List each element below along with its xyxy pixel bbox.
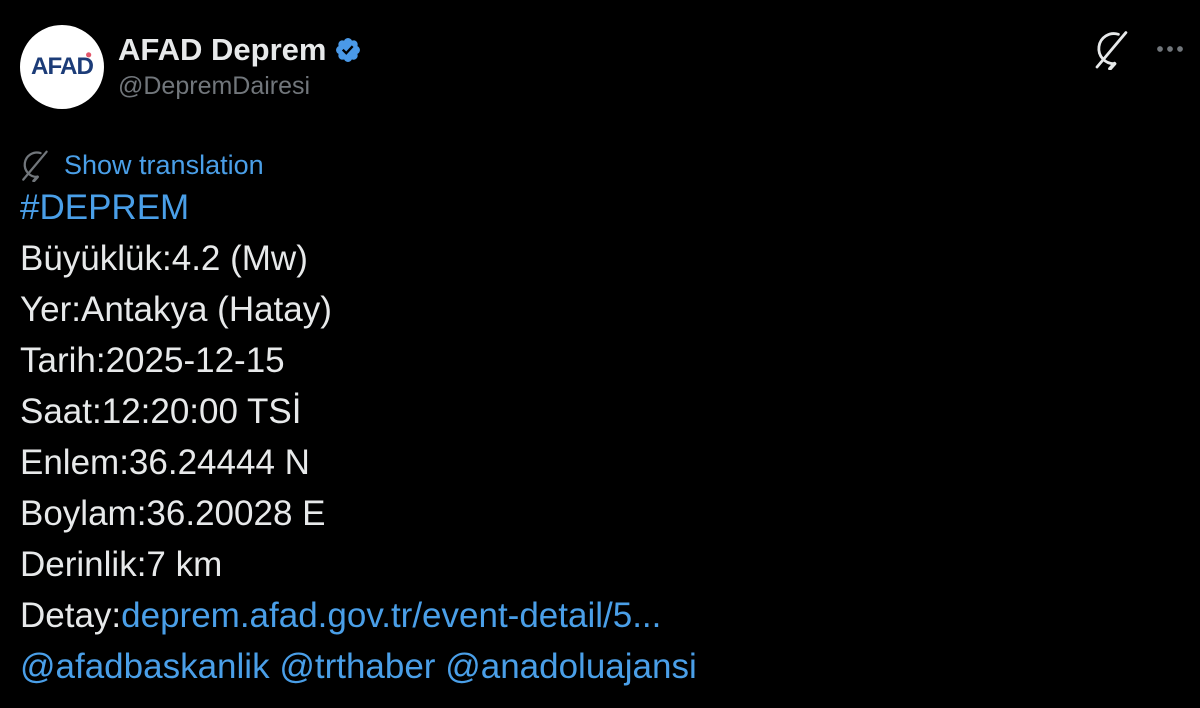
svg-text:AFAD: AFAD [31, 53, 94, 80]
